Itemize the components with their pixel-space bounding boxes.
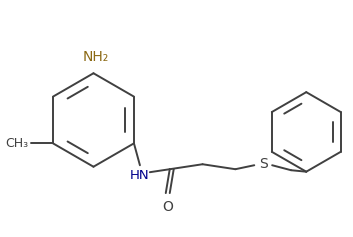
- Text: NH₂: NH₂: [82, 50, 109, 64]
- Text: CH₃: CH₃: [5, 137, 28, 150]
- Text: O: O: [162, 200, 173, 214]
- Text: HN: HN: [130, 169, 150, 182]
- Text: S: S: [259, 157, 268, 171]
